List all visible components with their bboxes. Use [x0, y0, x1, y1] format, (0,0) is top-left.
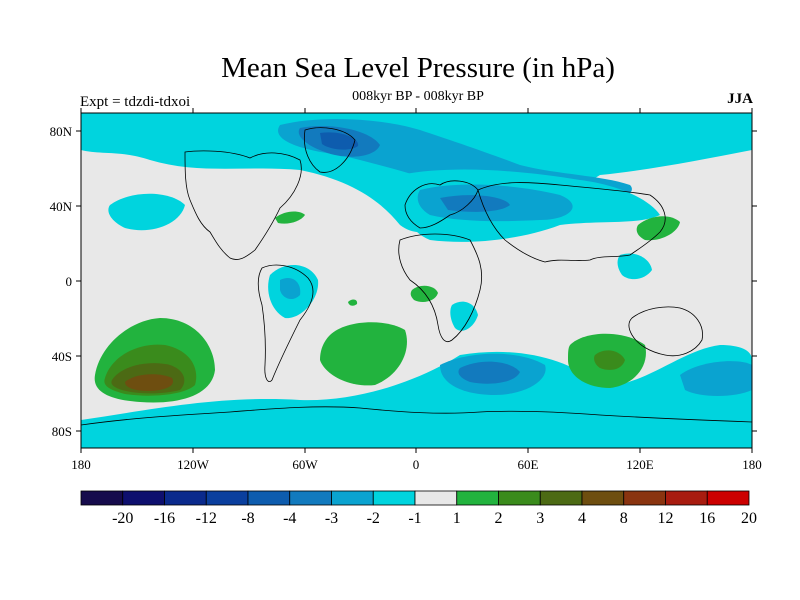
y-tick-label: 80S	[52, 424, 72, 439]
colorbar-label: 1	[453, 510, 461, 527]
y-tick-label: 0	[66, 274, 73, 289]
coast-greenland	[303, 127, 356, 173]
contour-safrica-neg	[450, 301, 478, 331]
contour-spacific-pos4	[125, 374, 174, 391]
colorbar-swatch	[456, 490, 499, 506]
colorbar-label: -2	[367, 510, 380, 527]
contour-sindian-pos2	[594, 350, 625, 370]
coast-europe	[404, 180, 479, 229]
colorbar-swatch	[122, 490, 165, 506]
colorbar-swatch	[706, 490, 750, 506]
chart-title: Mean Sea Level Pressure (in hPa)	[221, 52, 615, 84]
season-label: JJA	[727, 91, 753, 107]
colorbar-label: 20	[741, 510, 757, 527]
colorbar-label: -8	[241, 510, 254, 527]
colorbar-swatch	[331, 490, 374, 506]
y-tick-label: 80N	[50, 124, 73, 139]
coast-australia	[628, 306, 703, 357]
colorbar-swatch	[164, 490, 207, 506]
colorbar: -20 -16 -12 -8 -4 -3 -2 -1 1 2 3 4 8 12 16 20	[80, 490, 757, 527]
colorbar-swatch	[414, 490, 458, 506]
colorbar-label: 8	[620, 510, 628, 527]
contour-satlantic-pos	[320, 322, 407, 386]
coast-south-america	[257, 264, 314, 382]
colorbar-swatch	[581, 490, 625, 506]
colorbar-label: -1	[408, 510, 421, 527]
experiment-label: Expt = tdzdi-tdxoi	[80, 94, 191, 110]
x-tick-label: 180	[71, 457, 91, 472]
colorbar-swatch	[665, 490, 708, 506]
x-tick-label: 120E	[626, 457, 654, 472]
coast-asia	[477, 182, 666, 263]
colorbar-label: 4	[578, 510, 586, 527]
contour-southern-light	[81, 345, 752, 448]
x-tick-label: 180	[742, 457, 762, 472]
contour-atlantic-n-pos	[275, 211, 305, 224]
y-tick-label: 40N	[50, 199, 73, 214]
colorbar-label: -12	[196, 510, 217, 527]
coast-antarctica	[81, 406, 752, 426]
colorbar-swatch	[247, 490, 291, 506]
colorbar-label: 12	[658, 510, 674, 527]
contour-indonesia-neg	[617, 253, 652, 280]
contour-arctic-core	[320, 132, 359, 150]
coast-north-america	[184, 150, 302, 260]
colorbar-swatch	[289, 490, 332, 506]
x-tick-label: 0	[413, 457, 420, 472]
colorbar-label: -3	[325, 510, 338, 527]
colorbar-label: 16	[699, 510, 715, 527]
contour-southern-deep	[458, 361, 520, 384]
x-tick-label: 120W	[177, 457, 210, 472]
contour-samerica-mid	[280, 277, 301, 300]
contour-npacific-w-pos	[636, 216, 680, 241]
x-axis	[80, 108, 753, 453]
contour-africa-pos	[410, 285, 438, 302]
contour-australia-south	[680, 361, 752, 396]
coastlines	[81, 127, 752, 426]
contour-eurasia-deep	[440, 195, 510, 212]
x-tick-label: 60W	[292, 457, 318, 472]
chart-subtitle: 008kyr BP - 008kyr BP	[352, 89, 484, 104]
colorbar-label: -16	[154, 510, 175, 527]
y-axis	[76, 130, 757, 432]
y-tick-labels: 80N 40N 0 40S 80S	[50, 124, 73, 439]
colorbar-label: -4	[283, 510, 296, 527]
colorbar-swatch	[205, 490, 249, 506]
x-tick-labels: 180 120W 60W 0 60E 120E 180	[71, 457, 762, 472]
y-tick-label: 40S	[52, 349, 72, 364]
colorbar-swatch	[539, 490, 583, 506]
contour-npacific-light	[108, 193, 185, 231]
colorbar-label: 2	[495, 510, 503, 527]
x-tick-label: 60E	[518, 457, 539, 472]
colorbar-label: -20	[112, 510, 133, 527]
colorbar-swatch	[498, 490, 541, 506]
colorbar-swatch	[623, 490, 666, 506]
colorbar-swatch	[80, 490, 124, 506]
contour-fields	[81, 113, 752, 448]
colorbar-label: 3	[536, 510, 544, 527]
colorbar-swatch	[372, 490, 416, 506]
contour-tropatlantic-pos	[348, 299, 358, 306]
coast-africa	[398, 233, 483, 342]
